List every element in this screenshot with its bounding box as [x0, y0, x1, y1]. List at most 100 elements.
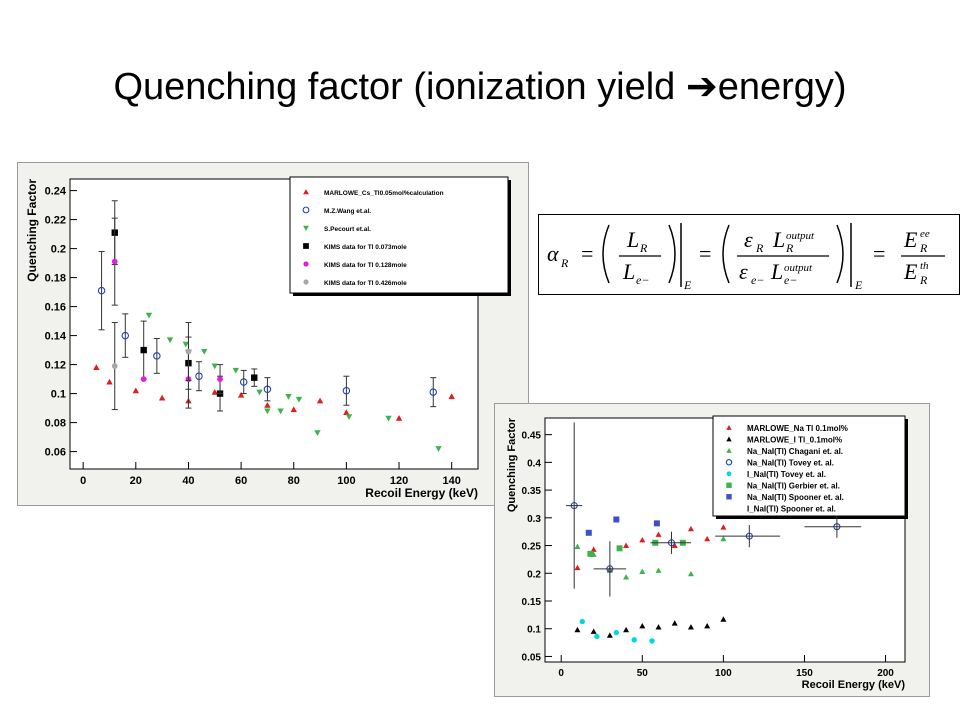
data-point: [655, 567, 662, 573]
data-point: [140, 346, 147, 354]
series-4: [579, 618, 655, 644]
svg-text:output: output: [786, 230, 815, 242]
data-point: [158, 394, 166, 401]
data-point: [111, 363, 118, 369]
data-point: [616, 545, 623, 552]
formula-eq-3: =: [873, 241, 885, 266]
formula-eq-2: =: [699, 241, 711, 266]
legend-label: I_NaI(Tl) Spooner et. al.: [747, 504, 836, 513]
data-point: [166, 337, 174, 344]
legend-marker: [303, 243, 309, 249]
data-point: [385, 415, 392, 422]
data-point: [687, 525, 694, 532]
svg-text:E: E: [683, 278, 692, 292]
legend-label: Na_NaI(Tl) Chagani et. al.: [747, 447, 843, 456]
data-point: [623, 626, 630, 633]
data-point: [290, 406, 297, 413]
legend-marker: [303, 225, 309, 231]
formula-svg: α R = L R L e− E = ε R L output R ε e− L…: [547, 223, 945, 292]
x-axis-title: Recoil Energy (keV): [802, 679, 906, 691]
y-tick-label: 0.2: [527, 569, 541, 580]
svg-text:e−: e−: [636, 273, 649, 287]
y-tick-label: 0.1: [527, 625, 541, 636]
svg-text:ee: ee: [920, 228, 930, 240]
data-point: [687, 570, 694, 577]
data-point: [623, 574, 630, 580]
data-point: [655, 624, 662, 630]
data-point: [285, 393, 292, 400]
x-tick-label: 100: [337, 475, 355, 487]
series-7: [598, 620, 776, 636]
y-tick-label: 0.15: [522, 597, 542, 608]
data-point: [211, 388, 218, 395]
data-point: [720, 535, 727, 542]
legend-marker: [725, 458, 733, 466]
y-tick-label: 0.3: [527, 514, 541, 525]
x-tick-label: 150: [796, 668, 813, 679]
svg-text:L: L: [626, 227, 639, 252]
data-point: [655, 531, 662, 537]
data-point: [613, 629, 620, 636]
svg-text:E: E: [903, 227, 918, 252]
data-point: [590, 628, 597, 634]
y-tick-label: 0.1: [51, 389, 66, 401]
x-tick-label: 20: [130, 475, 142, 487]
y-tick-label: 0.45: [522, 431, 542, 442]
series-1: [97, 251, 438, 408]
svg-text:R: R: [919, 241, 928, 255]
data-point: [631, 637, 637, 643]
x-tick-label: 100: [715, 668, 732, 679]
data-point: [629, 624, 636, 631]
y-tick-label: 0.4: [527, 458, 541, 469]
legend-marker: [303, 279, 309, 285]
legend-label: M.Z.Wang et.al.: [324, 208, 371, 215]
x-axis-title: Recoil Energy (keV): [365, 486, 478, 500]
data-point: [263, 385, 272, 394]
x-tick-label: 50: [637, 668, 649, 679]
data-point: [145, 312, 153, 319]
series-0: [93, 364, 455, 421]
y-tick-label: 0.25: [522, 542, 542, 553]
y-tick-label: 0.2: [51, 244, 66, 256]
data-point: [106, 378, 113, 385]
data-point: [195, 372, 203, 380]
data-point: [587, 550, 594, 557]
data-point: [140, 376, 147, 382]
series-2: [145, 312, 442, 452]
data-point: [448, 393, 455, 400]
data-point: [277, 408, 284, 415]
svg-text:e−: e−: [784, 273, 797, 287]
legend-marker: [302, 206, 310, 214]
formula-alpha-sub: R: [560, 256, 569, 270]
data-point: [639, 622, 646, 629]
svg-text:ε: ε: [744, 227, 753, 252]
data-point: [93, 364, 100, 371]
x-tick-label: 40: [182, 475, 194, 487]
x-tick-label: 60: [235, 475, 247, 487]
x-tick-label: 120: [390, 475, 408, 487]
legend-marker: [726, 425, 732, 430]
data-point: [316, 397, 324, 404]
data-point: [623, 542, 630, 548]
svg-text:th: th: [920, 260, 929, 272]
data-point: [585, 529, 592, 536]
legend-marker: [726, 471, 732, 477]
legend-label: Na_NaI(Tl) Tovey et. al.: [747, 458, 834, 467]
data-point: [314, 430, 321, 436]
data-point: [201, 348, 208, 355]
legend-label: Na_NaI(Tl) Spooner et. al.: [747, 493, 844, 502]
y-tick-label: 0.18: [45, 273, 66, 285]
data-point: [237, 391, 245, 398]
data-point: [97, 286, 106, 295]
legend-label: KIMS data for Tl 0.073mole: [324, 244, 407, 251]
data-point: [687, 624, 694, 630]
data-point: [720, 524, 727, 530]
legend-label: KIMS data for Tl 0.426mole: [324, 280, 407, 287]
y-tick-label: 0.05: [522, 652, 542, 663]
data-point: [256, 389, 263, 396]
legend-marker: [303, 261, 309, 267]
data-point: [574, 543, 581, 550]
chart-svg-left: 0.06 0.08 0.1 0.12 0.14 0.16 0.18 0.2 0.22 0.24 0 2…: [25, 176, 511, 500]
y-tick-label: 0.14: [45, 331, 67, 343]
legend-label: MARLOWE_I Tl_0.1mol%: [747, 435, 842, 444]
